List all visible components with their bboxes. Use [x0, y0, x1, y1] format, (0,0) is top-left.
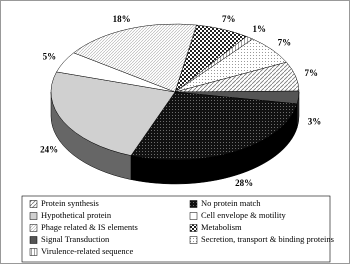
data-label: 18% — [113, 14, 131, 24]
legend-label: Signal Transduction — [41, 234, 110, 244]
legend-swatch — [29, 212, 38, 220]
legend-swatch — [29, 248, 38, 256]
data-label: 28% — [235, 178, 253, 188]
legend-label: Protein synthesis — [41, 198, 99, 208]
data-label: 7% — [278, 37, 292, 47]
legend-swatch — [189, 212, 198, 220]
pie: 7% 1% 7% 7% 3% 28% 24% 5% 18% — [40, 14, 321, 188]
legend-label: Secretion, transport & binding proteins — [201, 234, 334, 244]
data-label: 5% — [43, 52, 57, 62]
slice — [130, 91, 298, 161]
legend-swatch — [189, 200, 198, 208]
legend-swatch — [189, 224, 198, 232]
data-label: 7% — [222, 14, 236, 24]
legend-swatch — [189, 236, 198, 244]
legend-swatch — [29, 200, 38, 208]
legend-label: Virulence-related sequence — [41, 246, 133, 256]
legend-label: Metabolism — [201, 222, 242, 232]
legend-box — [21, 195, 331, 263]
legend-label: Hypothetical protein — [41, 210, 112, 220]
legend-swatch — [29, 224, 38, 232]
legend-label: No protein match — [201, 198, 261, 208]
data-label: 7% — [304, 68, 318, 78]
slice — [73, 23, 197, 93]
data-label: 24% — [40, 144, 58, 154]
data-label: 3% — [308, 116, 322, 126]
legend-label: Phage related & IS elements — [41, 222, 138, 232]
slice — [50, 71, 176, 156]
legend: Protein synthesis No protein match Hypothe… — [29, 198, 334, 256]
legend-label: Cell envelope & motility — [201, 210, 287, 220]
data-label: 1% — [253, 24, 267, 34]
legend-swatch — [29, 236, 38, 244]
